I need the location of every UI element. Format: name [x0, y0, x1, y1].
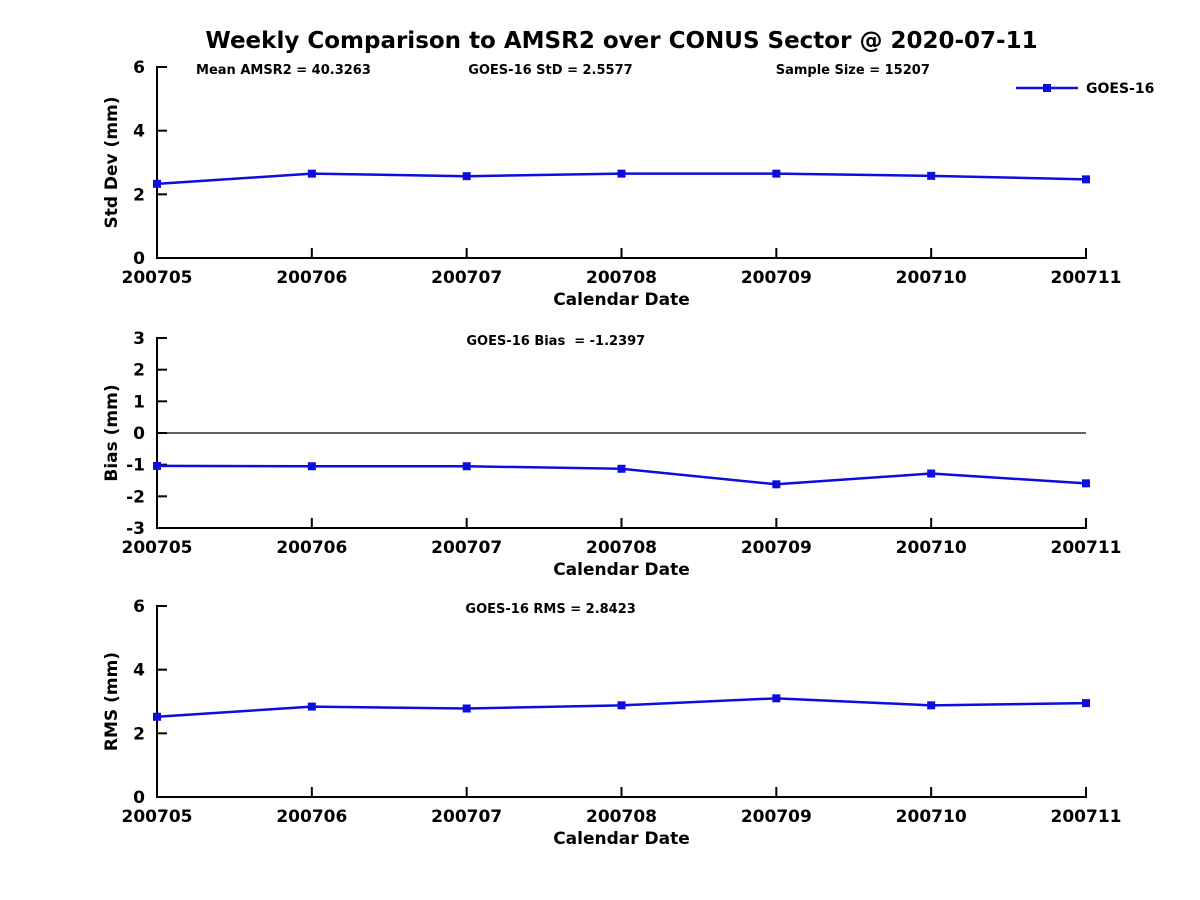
rms-chart: 0 2 4 6 200705 200706 200707 200708 200709 200710…: [102, 597, 1121, 849]
legend-marker: [1043, 84, 1051, 92]
data-point-marker: [153, 461, 161, 470]
data-point-marker: [927, 171, 936, 180]
x-tick-label: 200709: [741, 807, 812, 827]
data-point-marker: [307, 702, 316, 711]
data-point-marker: [153, 179, 161, 188]
x-tick-label: 200705: [122, 538, 193, 558]
y-axis-title: RMS (mm): [102, 652, 122, 751]
y-tick-label: -2: [126, 487, 145, 507]
y-tick-label: -1: [126, 456, 145, 476]
y-tick-label: 6: [133, 58, 145, 78]
stat-annotation: GOES-16 RMS = 2.8423: [465, 602, 635, 617]
x-axis-title: Calendar Date: [553, 829, 690, 849]
page-title: Weekly Comparison to AMSR2 over CONUS Se…: [205, 28, 1038, 54]
x-tick-label: 200707: [431, 538, 502, 558]
y-tick-label: 2: [133, 361, 145, 381]
x-tick-label: 200706: [276, 807, 347, 827]
data-point-marker: [1082, 699, 1090, 708]
x-tick-label: 200709: [741, 268, 812, 288]
data-point-marker: [462, 704, 471, 713]
data-point-marker: [772, 480, 781, 489]
x-tick-label: 200708: [586, 538, 657, 558]
data-point-marker: [1082, 479, 1090, 488]
x-tick-label: 200709: [741, 538, 812, 558]
x-tick-label: 200705: [122, 268, 193, 288]
x-tick-label: 200711: [1051, 538, 1122, 558]
x-tick-label: 200706: [276, 538, 347, 558]
data-point-marker: [307, 462, 316, 471]
data-point-marker: [617, 464, 626, 473]
x-axis-title: Calendar Date: [553, 560, 690, 580]
y-tick-label: 2: [133, 185, 145, 205]
stat-annotation: Sample Size = 15207: [776, 63, 930, 78]
stat-annotation: GOES-16 Bias = -1.2397: [466, 334, 645, 349]
y-tick-label: 2: [133, 724, 145, 744]
y-tick-label: 6: [133, 597, 145, 617]
stat-annotation: GOES-16 StD = 2.5577: [468, 63, 632, 78]
x-tick-label: 200711: [1051, 807, 1122, 827]
x-tick-label: 200708: [586, 268, 657, 288]
data-point-marker: [1082, 175, 1090, 184]
x-tick-label: 200710: [896, 268, 967, 288]
x-tick-label: 200707: [431, 807, 502, 827]
x-tick-label: 200705: [122, 807, 193, 827]
y-tick-label: 4: [133, 661, 145, 681]
data-point-marker: [462, 462, 471, 471]
data-point-marker: [772, 169, 781, 178]
x-tick-label: 200708: [586, 807, 657, 827]
data-point-marker: [927, 701, 936, 710]
y-tick-label: 0: [133, 249, 145, 269]
y-tick-label: -3: [126, 519, 145, 539]
stddev-chart: 0 2 4 6 200705 200706 200707 200708 200709 200710…: [102, 58, 1154, 310]
y-tick-label: 1: [133, 392, 145, 412]
data-point-marker: [927, 469, 936, 478]
data-point-marker: [617, 169, 626, 178]
data-point-marker: [307, 169, 316, 178]
y-axis-title: Bias (mm): [102, 384, 122, 481]
x-tick-label: 200706: [276, 268, 347, 288]
legend-label: GOES-16: [1086, 81, 1154, 97]
stat-annotation: Mean AMSR2 = 40.3263: [196, 63, 371, 78]
y-tick-label: 4: [133, 122, 145, 142]
y-tick-label: 3: [133, 329, 145, 349]
x-tick-label: 200710: [896, 807, 967, 827]
data-point-marker: [153, 712, 161, 721]
y-tick-label: 0: [133, 424, 145, 444]
x-axis-title: Calendar Date: [553, 290, 690, 310]
y-tick-label: 0: [133, 788, 145, 808]
data-point-marker: [617, 701, 626, 710]
bias-chart: -3 -2 -1 0 1 2 3 200705 200706 200707 200708 200709…: [102, 329, 1121, 580]
data-point-marker: [772, 694, 781, 703]
x-tick-label: 200707: [431, 268, 502, 288]
x-tick-label: 200710: [896, 538, 967, 558]
y-axis-title: Std Dev (mm): [102, 96, 122, 228]
data-point-marker: [462, 172, 471, 181]
x-tick-label: 200711: [1051, 268, 1122, 288]
legend: GOES-16: [1016, 81, 1154, 97]
